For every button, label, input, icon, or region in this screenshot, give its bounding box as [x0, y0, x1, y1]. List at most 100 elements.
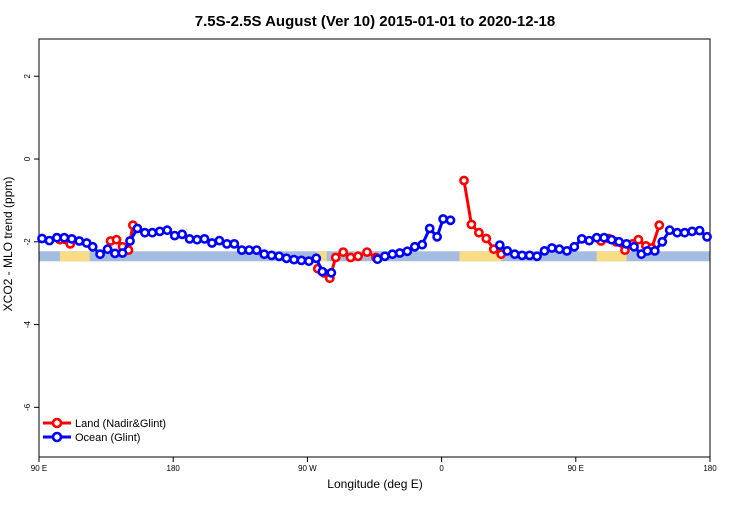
legend-land-label: Land (Nadir&Glint): [75, 418, 166, 430]
ocean-point: [154, 226, 165, 237]
land-point: [481, 233, 492, 244]
ocean-point: [59, 232, 70, 243]
ocean-point: [679, 227, 690, 238]
ocean-point: [629, 241, 639, 252]
ocean-point: [532, 251, 542, 262]
y-tick-label: 2: [23, 73, 32, 78]
ocean-point: [66, 233, 77, 244]
y-tick-label: -4: [23, 320, 32, 328]
ocean-point: [402, 246, 413, 257]
ocean-point: [229, 238, 240, 249]
land-point: [345, 252, 356, 263]
ocean-point: [74, 236, 85, 246]
ocean-point: [162, 225, 173, 236]
land-band-segment: [596, 251, 627, 262]
land-band-segment: [59, 251, 90, 262]
ocean-point: [266, 250, 277, 261]
ocean-point: [509, 249, 520, 260]
y-tick-label: -2: [23, 238, 32, 246]
ocean-point: [244, 245, 255, 255]
ocean-point: [694, 225, 705, 236]
ocean-point: [424, 223, 435, 234]
land-point: [362, 247, 372, 257]
y-tick-label: -6: [23, 403, 32, 411]
y-tick-label: 0: [23, 156, 32, 161]
ocean-point: [576, 233, 587, 244]
ocean-point: [117, 248, 128, 258]
legend-land-marker: [51, 417, 63, 429]
ocean-point: [517, 250, 527, 261]
ocean-point: [95, 249, 105, 260]
ocean-point: [102, 244, 113, 255]
land-point: [459, 175, 469, 186]
land-point: [633, 234, 644, 245]
ocean-point: [147, 227, 158, 238]
ocean-point: [289, 254, 299, 265]
ocean-point: [562, 245, 572, 256]
ocean-point: [379, 251, 390, 262]
land-point: [473, 227, 484, 238]
ocean-point: [169, 230, 180, 241]
ocean-point: [417, 239, 428, 250]
ocean-point: [649, 245, 660, 256]
ocean-point: [438, 214, 448, 224]
ocean-point: [687, 226, 697, 237]
ocean-point: [569, 241, 580, 252]
legend-ocean-marker: [51, 431, 63, 443]
ocean-point: [394, 248, 405, 258]
ocean-point: [326, 267, 337, 278]
ocean-point: [621, 238, 632, 249]
ocean-point: [524, 250, 535, 261]
ocean-point: [387, 249, 398, 260]
legend: Land (Nadir&Glint) Ocean (Glint): [43, 417, 166, 444]
ocean-point: [702, 231, 712, 242]
x-tick-label: 90 E: [568, 464, 584, 473]
ocean-point: [87, 241, 98, 252]
ocean-point: [445, 215, 456, 226]
ocean-point: [657, 236, 668, 247]
ocean-point: [432, 231, 442, 242]
ocean-point: [125, 236, 135, 246]
x-tick-label: 180: [167, 464, 181, 473]
land-point: [466, 219, 477, 230]
ocean-point: [311, 253, 322, 264]
ocean-point: [502, 245, 513, 256]
plot-frame: [38, 38, 711, 458]
ocean-point: [672, 227, 683, 238]
ocean-point: [44, 235, 55, 246]
x-axis-label: Longitude (deg E): [327, 477, 422, 491]
land-point: [111, 234, 122, 245]
land-point: [338, 247, 349, 257]
ocean-point: [281, 253, 292, 264]
ocean-point: [494, 240, 505, 250]
ocean-point: [192, 234, 202, 245]
legend-ocean-label: Ocean (Glint): [75, 432, 140, 444]
ocean-point: [214, 235, 225, 246]
chart-title: 7.5S-2.5S August (Ver 10) 2015-01-01 to …: [195, 13, 555, 30]
ocean-point: [317, 266, 328, 277]
ocean-point: [251, 245, 262, 255]
x-tick-label: 0: [439, 464, 444, 473]
land-point: [353, 251, 363, 262]
ocean-point: [547, 243, 557, 253]
ocean-point: [184, 233, 195, 244]
ocean-point: [177, 229, 187, 240]
ocean-point: [614, 236, 624, 247]
land-band-segment: [459, 251, 502, 262]
y-axis-label: XCO2 - MLO trend (ppm): [1, 177, 15, 312]
ocean-point: [199, 233, 210, 244]
land-point: [330, 252, 341, 263]
ocean-point: [584, 235, 595, 246]
ocean-point: [664, 225, 675, 236]
plot-area: 90 E 180 90 W 0 90 E 180 2 0 -2 -4 -6: [23, 38, 717, 473]
ocean-point: [274, 251, 284, 262]
ocean-point: [110, 248, 120, 259]
x-tick-label: 90 W: [298, 464, 317, 473]
ocean-point: [554, 244, 565, 255]
ocean-point: [259, 249, 270, 260]
land-band-segment: [316, 251, 327, 262]
ocean-point: [132, 223, 143, 234]
ocean-point: [599, 232, 609, 243]
